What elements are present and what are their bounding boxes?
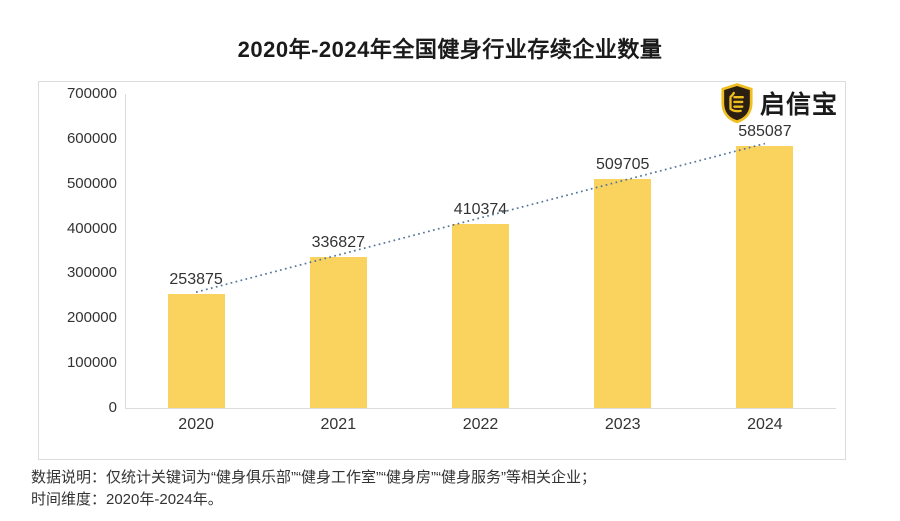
y-axis-line [125,94,126,409]
bar-2024 [736,145,794,408]
x-axis-tick-label: 2023 [604,416,641,433]
y-axis-tick-label: 500000 [66,174,117,192]
bar-chart-plot-area: 0 100000 200000 300000 400000 500000 600000 700… [39,82,845,459]
bar-value-label: 585087 [738,122,792,140]
chart-title: 2020年-2024年全国健身行业存续企业数量 [237,37,663,62]
y-axis-tick-label: 200000 [66,309,117,327]
brand-logo-text: 启信宝 [759,91,838,119]
bar-value-label: 253875 [169,271,223,289]
bar-value-label: 410374 [453,200,508,218]
bar-2021 [309,256,367,408]
x-axis-tick-label: 2024 [747,416,783,433]
brand-logo: 启信宝 [719,83,838,123]
bar-2023 [594,179,652,408]
y-axis-tick-label: 100000 [66,354,117,372]
y-axis-tick-label: 700000 [66,85,117,102]
footnote-line-1: 数据说明：仅统计关键词为“健身俱乐部”“健身工作室”“健身房”“健身服务”等相关… [31,469,596,486]
x-axis-tick-label: 2022 [462,416,499,433]
trend-line [195,142,766,293]
qixinbao-shield-icon [719,83,755,123]
x-axis-tick-label: 2021 [320,416,357,433]
x-axis-line [125,408,836,409]
bar-2020 [167,294,225,408]
footnote: 数据说明：仅统计关键词为“健身俱乐部”“健身工作室”“健身房”“健身服务”等相关… [31,467,596,511]
bar-2022 [452,223,509,408]
y-axis-tick-label: 400000 [66,219,117,237]
x-axis-tick-label: 2020 [178,416,214,433]
bar-value-label: 509705 [595,156,650,174]
bar-value-label: 336827 [311,233,365,251]
footnote-line-2: 时间维度：2020年-2024年。 [31,491,223,508]
y-axis-tick-label: 0 [108,399,117,416]
y-axis-tick-label: 300000 [66,264,117,282]
chart-box: 0 100000 200000 300000 400000 500000 600000 700… [38,81,846,460]
y-axis-tick-label: 600000 [66,129,117,147]
